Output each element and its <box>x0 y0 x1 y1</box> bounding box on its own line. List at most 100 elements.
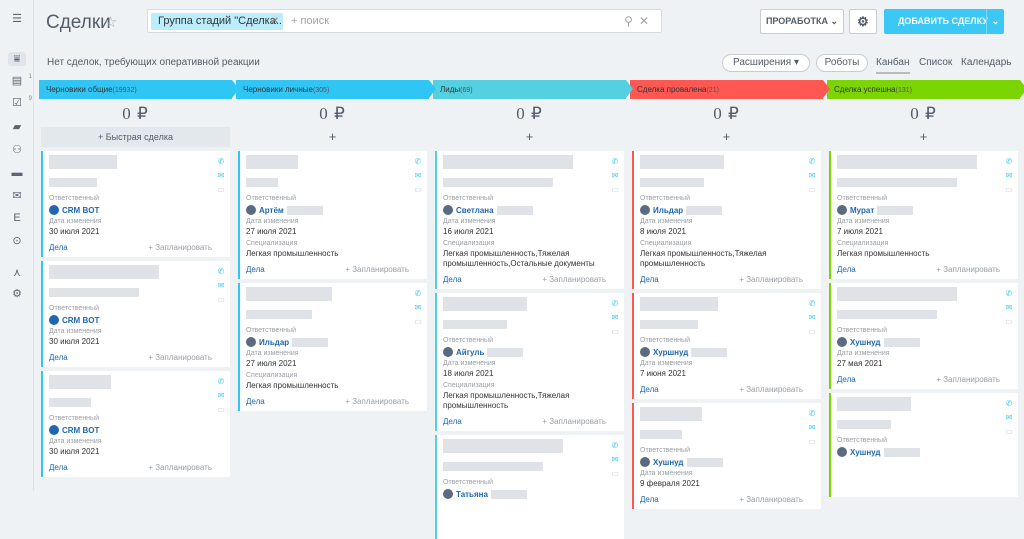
feed-icon[interactable]: ▤ 1 <box>11 74 32 87</box>
sitemap-icon[interactable]: ⋏ <box>12 267 22 279</box>
tasks-icon[interactable]: ☑ 9 <box>12 96 32 109</box>
mail-icon[interactable]: ✉ <box>808 313 816 322</box>
chat-icon[interactable]: ▰ <box>12 121 22 133</box>
plan-link[interactable]: + Запланировать <box>739 495 803 504</box>
deal-title[interactable] <box>246 155 298 169</box>
plan-link[interactable]: + Запланировать <box>345 265 409 274</box>
deals-link[interactable]: Дела <box>49 243 68 252</box>
tab-list[interactable]: Список <box>919 57 953 68</box>
deal-title[interactable] <box>49 155 117 169</box>
search-input[interactable]: + поиск <box>291 15 330 27</box>
add-card-button[interactable]: + <box>525 129 534 144</box>
chat-icon[interactable]: ▭ <box>611 469 619 478</box>
phone-icon[interactable]: ✆ <box>1005 289 1013 298</box>
deal-title[interactable] <box>443 439 563 453</box>
responsible-user[interactable]: CRM BOT <box>49 315 226 325</box>
menu-icon[interactable]: ☰ <box>12 13 22 25</box>
responsible-user[interactable]: Хушнуд <box>837 337 1014 347</box>
tab-calendar[interactable]: Календарь <box>961 57 1012 68</box>
responsible-user[interactable]: Ильдар <box>640 205 817 215</box>
mail-icon[interactable]: ✉ <box>12 190 22 202</box>
mail-icon[interactable]: ✉ <box>1005 171 1013 180</box>
responsible-user[interactable]: Светлана <box>443 205 620 215</box>
responsible-user[interactable]: CRM BOT <box>49 205 226 215</box>
responsible-user[interactable]: CRM BOT <box>49 425 226 435</box>
phone-icon[interactable]: ✆ <box>1005 399 1013 408</box>
chat-icon[interactable]: ▭ <box>808 185 816 194</box>
search-bar[interactable]: Группа стадий "Сделка... ✕ + поиск ⚲✕ <box>147 9 662 33</box>
chat-icon[interactable]: ▭ <box>217 185 225 194</box>
deal-title[interactable] <box>246 287 332 301</box>
chat-icon[interactable]: ▭ <box>1005 317 1013 326</box>
deals-link[interactable]: Дела <box>49 463 68 472</box>
phone-icon[interactable]: ✆ <box>808 157 816 166</box>
plan-link[interactable]: + Запланировать <box>345 397 409 406</box>
deals-link[interactable]: Дела <box>443 417 462 426</box>
deal-title[interactable] <box>837 287 957 301</box>
chat-icon[interactable]: ▭ <box>611 185 619 194</box>
stage-header[interactable]: Черновики общие(19932) <box>39 80 239 99</box>
deal-card[interactable]: ✆ ✉ ▭ Ответственный Айгуль Дата изменения… <box>435 293 624 431</box>
mail-icon[interactable]: ✉ <box>217 171 225 180</box>
deal-title[interactable] <box>640 407 702 421</box>
deal-card[interactable]: ✆ ✉ ▭ Ответственный Артём Дата изменения … <box>238 151 427 279</box>
robot-button[interactable]: ПРОРАБОТКА ⌄ <box>760 9 844 34</box>
store-icon[interactable]: ▬ <box>11 167 23 179</box>
plan-link[interactable]: + Запланировать <box>542 275 606 284</box>
contacts-icon[interactable]: ⚇ <box>12 144 22 156</box>
responsible-user[interactable]: Ильдар <box>246 337 423 347</box>
chat-icon[interactable]: ▭ <box>808 437 816 446</box>
add-card-button[interactable]: + <box>722 129 731 144</box>
search-icon[interactable]: ⚲✕ <box>624 14 655 28</box>
deals-link[interactable]: Дела <box>640 275 659 284</box>
deals-link[interactable]: Дела <box>246 265 265 274</box>
stage-header[interactable]: Черновики личные(305) <box>236 80 436 99</box>
deal-card[interactable]: ✆ ✉ ▭ Ответственный Светлана Дата изменен… <box>435 151 624 289</box>
deal-card[interactable]: ✆ ✉ ▭ Ответственный Хуршнуд Дата изменени… <box>632 293 821 399</box>
deals-link[interactable]: Дела <box>246 397 265 406</box>
deal-title[interactable] <box>640 297 718 311</box>
phone-icon[interactable]: ✆ <box>611 299 619 308</box>
mail-icon[interactable]: ✉ <box>414 303 422 312</box>
mail-icon[interactable]: ✉ <box>414 171 422 180</box>
deal-title[interactable] <box>443 155 573 169</box>
plan-link[interactable]: + Запланировать <box>148 243 212 252</box>
mail-icon[interactable]: ✉ <box>217 281 225 290</box>
chat-icon[interactable]: ▭ <box>217 405 225 414</box>
responsible-user[interactable]: Хушнуд <box>640 457 817 467</box>
responsible-user[interactable]: Айгуль <box>443 347 620 357</box>
more-icon[interactable]: ⊙ <box>12 235 22 247</box>
deal-card[interactable]: ✆ ✉ ▭ Ответственный CRM BOT Дата изменени… <box>41 151 230 257</box>
add-card-button[interactable]: + <box>919 129 928 144</box>
phone-icon[interactable]: ✆ <box>1005 157 1013 166</box>
deals-link[interactable]: Дела <box>640 385 659 394</box>
phone-icon[interactable]: ✆ <box>611 157 619 166</box>
chat-icon[interactable]: ▭ <box>414 317 422 326</box>
plan-link[interactable]: + Запланировать <box>739 275 803 284</box>
stage-header[interactable]: Сделка провалена(21) <box>630 80 830 99</box>
deals-link[interactable]: Дела <box>443 275 462 284</box>
mail-icon[interactable]: ✉ <box>611 171 619 180</box>
chat-icon[interactable]: ▭ <box>1005 427 1013 436</box>
stage-header[interactable]: Сделка успешна(131) <box>827 80 1024 99</box>
phone-icon[interactable]: ✆ <box>217 267 225 276</box>
stage-header[interactable]: Лиды(69) <box>433 80 633 99</box>
deal-card[interactable]: ✆ ✉ ▭ Ответственный Ильдар Дата изменения… <box>238 283 427 411</box>
tab-kanban[interactable]: Канбан <box>876 57 910 74</box>
phone-icon[interactable]: ✆ <box>808 299 816 308</box>
gear-icon[interactable]: ⚙ <box>849 9 877 34</box>
plan-link[interactable]: + Запланировать <box>148 463 212 472</box>
deal-card[interactable]: ✆ ✉ ▭ Ответственный Ильдар Дата изменения… <box>632 151 821 289</box>
deal-title[interactable] <box>837 155 977 169</box>
add-deal-button[interactable]: ДОБАВИТЬ СДЕЛКУ ⌄ <box>884 9 1004 34</box>
chat-icon[interactable]: ▭ <box>217 295 225 304</box>
deal-card[interactable]: ✆ ✉ ▭ Ответственный Татьяна <box>435 435 624 539</box>
deal-title[interactable] <box>837 397 911 411</box>
mail-icon[interactable]: ✉ <box>1005 413 1013 422</box>
filter-chip[interactable]: Группа стадий "Сделка... ✕ <box>151 13 283 30</box>
plan-link[interactable]: + Запланировать <box>542 417 606 426</box>
plan-link[interactable]: + Запланировать <box>936 375 1000 384</box>
deal-card[interactable]: ✆ ✉ ▭ Ответственный CRM BOT Дата изменени… <box>41 371 230 477</box>
e-icon[interactable]: E <box>13 212 21 224</box>
plan-link[interactable]: + Запланировать <box>739 385 803 394</box>
